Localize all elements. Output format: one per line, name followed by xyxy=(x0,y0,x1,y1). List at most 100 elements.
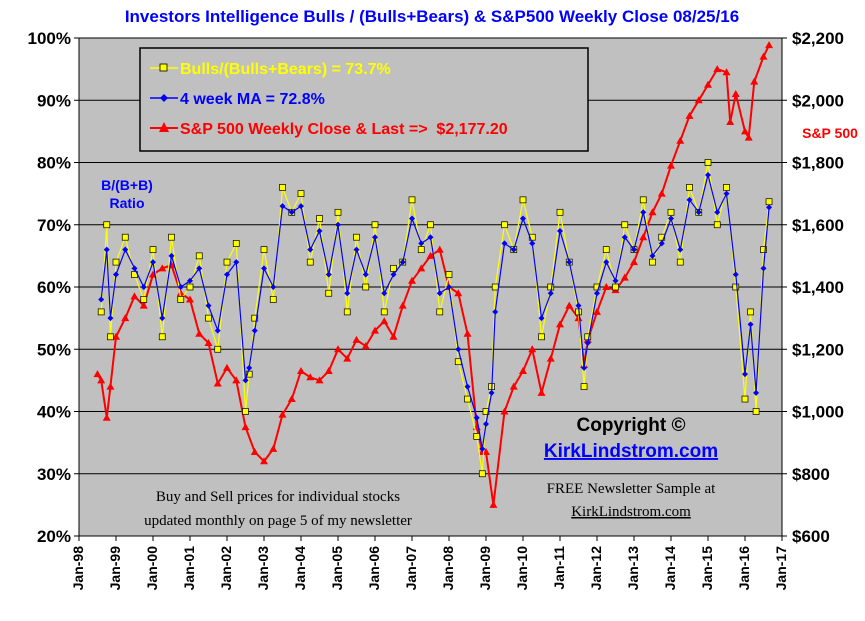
data-point xyxy=(488,389,495,396)
data-point xyxy=(473,414,480,421)
data-point xyxy=(139,301,148,309)
data-point xyxy=(621,234,628,241)
data-point xyxy=(245,370,253,378)
data-point xyxy=(223,258,231,266)
right-tick-label: $1,200 xyxy=(792,340,844,359)
legend-item-bulls: Bulls/(Bulls+Bears) = 73.7% xyxy=(150,61,391,78)
series-line xyxy=(100,174,770,450)
data-point xyxy=(372,234,378,241)
series-1 xyxy=(98,171,773,452)
data-point xyxy=(547,290,554,297)
data-point xyxy=(639,233,648,241)
data-point xyxy=(593,283,601,291)
data-point xyxy=(446,284,452,290)
data-point xyxy=(343,354,352,362)
note-line1: Buy and Sell prices for individual stock… xyxy=(156,489,400,505)
data-point xyxy=(361,342,370,350)
data-point xyxy=(658,233,666,241)
data-point xyxy=(140,296,148,303)
data-point xyxy=(714,209,721,216)
data-point xyxy=(390,264,397,272)
data-point xyxy=(686,184,693,191)
data-point xyxy=(538,315,545,322)
x-tick-label: Jan-98 xyxy=(70,546,86,591)
data-point xyxy=(427,221,434,229)
data-point xyxy=(195,252,203,260)
data-point xyxy=(112,258,120,266)
x-axis: Jan-98 Jan-99 Jan-00 Jan-01 Jan-02 Jan-03 Jan-… xyxy=(70,536,789,590)
data-point xyxy=(260,457,268,465)
data-point xyxy=(260,246,268,253)
data-point xyxy=(528,233,536,241)
data-point xyxy=(130,292,139,300)
right-tick-label: $2,200 xyxy=(792,29,844,48)
data-point xyxy=(547,283,555,291)
left-tick-label: 100% xyxy=(28,29,71,48)
data-point xyxy=(371,221,379,229)
data-point xyxy=(455,346,462,353)
data-point xyxy=(204,339,213,347)
data-point xyxy=(500,407,509,415)
data-point xyxy=(713,65,722,73)
data-point xyxy=(176,289,185,297)
data-point xyxy=(704,159,712,166)
data-point xyxy=(150,259,156,266)
data-point xyxy=(556,208,564,216)
left-axis-label-line1: B/(B+B) xyxy=(101,177,153,193)
data-point xyxy=(242,377,249,384)
data-point xyxy=(464,395,471,403)
data-point xyxy=(491,283,499,291)
data-point xyxy=(279,184,286,191)
data-point xyxy=(380,317,389,325)
data-point xyxy=(519,196,527,204)
website-link[interactable]: KirkLindstrom.com xyxy=(544,441,718,462)
legend: Bulls/(Bulls+Bears) = 73.7% 4 week MA = … xyxy=(139,47,589,152)
data-point xyxy=(98,296,105,303)
data-point xyxy=(297,367,305,375)
data-point xyxy=(261,265,267,272)
newsletter-link[interactable]: KirkLindstrom.com xyxy=(571,504,691,520)
data-point xyxy=(658,240,665,247)
data-point xyxy=(106,382,115,390)
data-point xyxy=(747,321,754,328)
data-point xyxy=(765,41,774,49)
series-2 xyxy=(93,41,774,508)
data-point xyxy=(158,264,167,272)
data-point xyxy=(639,196,647,204)
data-point xyxy=(667,161,675,169)
left-axis-label-line2: Ratio xyxy=(110,195,145,211)
x-tick-label: Jan-08 xyxy=(440,546,456,591)
data-point xyxy=(752,408,760,415)
data-point xyxy=(242,408,249,415)
x-tick-label: Jan-05 xyxy=(329,546,345,591)
data-point xyxy=(297,190,305,197)
x-tick-label: Jan-03 xyxy=(255,546,271,591)
data-point xyxy=(140,284,147,290)
legend-item-ma: 4 week MA = 72.8% xyxy=(150,91,325,108)
data-point xyxy=(417,246,425,253)
data-point xyxy=(489,500,498,508)
data-point xyxy=(640,209,647,216)
data-point xyxy=(306,373,315,381)
data-point xyxy=(97,308,105,316)
legend-box xyxy=(139,47,589,152)
data-point xyxy=(121,314,130,322)
data-point xyxy=(741,127,749,135)
x-tick-label: Jan-13 xyxy=(625,546,641,591)
data-point xyxy=(352,335,361,343)
data-point xyxy=(747,308,754,316)
data-point xyxy=(251,327,258,334)
data-point xyxy=(334,345,342,353)
data-point xyxy=(353,233,360,241)
data-point xyxy=(454,289,463,297)
data-point xyxy=(557,227,563,234)
data-point xyxy=(744,133,753,141)
x-tick-label: Jan-14 xyxy=(662,546,678,591)
left-tick-label: 20% xyxy=(37,527,71,546)
data-point xyxy=(246,364,253,371)
data-point xyxy=(103,246,110,253)
data-point xyxy=(482,408,490,415)
data-point xyxy=(753,389,760,396)
newsletter-line1: FREE Newsletter Sample at xyxy=(547,481,717,497)
data-point xyxy=(362,283,370,291)
